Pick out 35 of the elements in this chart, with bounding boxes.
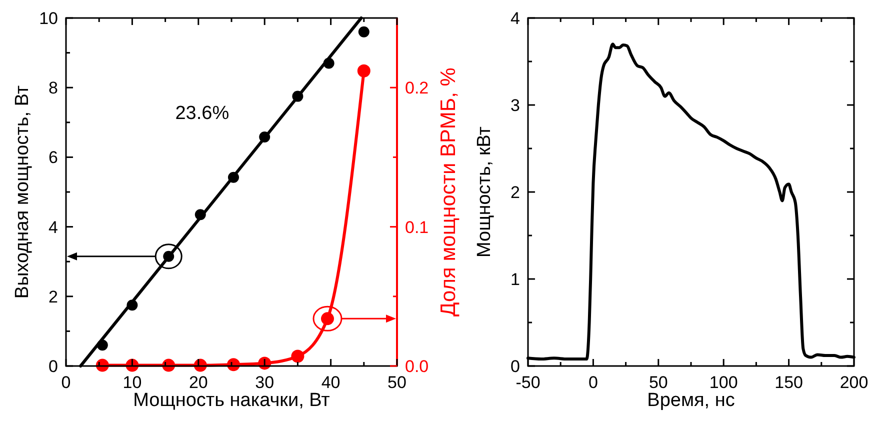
y-tick-label: 2: [510, 183, 520, 202]
x-tick-label: 50: [388, 373, 406, 392]
y-tick-label: 10: [39, 9, 58, 28]
x-tick-label: 10: [122, 373, 142, 392]
x-tick-label: 200: [840, 373, 868, 392]
x-tick-label: 50: [648, 373, 668, 392]
y-tick-label: 4: [510, 9, 520, 28]
y2-tick-label: 0.2: [405, 78, 429, 98]
y-tick-label: 4: [48, 218, 58, 237]
x-tick-label: 150: [774, 373, 803, 392]
x-tick-label: 20: [188, 373, 208, 392]
point: [291, 350, 304, 363]
y2-tick-label: 0.1: [405, 218, 429, 237]
y-tick-label: 0: [510, 357, 520, 376]
y-tick-label: 6: [48, 148, 58, 168]
y2-tick-label: 0.0: [405, 357, 429, 376]
x-tick-label: 0: [588, 373, 598, 392]
x-tick-label: 0: [61, 373, 71, 392]
x-tick-label: 30: [255, 373, 274, 392]
y-axis-title: Мощность, кВт: [474, 126, 495, 258]
x-axis-title: Время, нс: [647, 390, 735, 411]
point: [357, 64, 370, 78]
y-tick-label: 3: [510, 96, 520, 115]
x-tick-label: -50: [516, 373, 540, 392]
annotation: 23.6%: [175, 102, 230, 124]
y-tick-label: 0: [48, 357, 58, 376]
y-tick-label: 2: [48, 287, 58, 306]
y-axis-title: Выходная мощность, Вт: [12, 85, 33, 299]
x-tick-label: 100: [709, 373, 738, 392]
y-tick-label: 1: [510, 270, 520, 289]
y2-axis-title: Доля мощности ВРМБ, %: [437, 68, 460, 316]
x-tick-label: 40: [321, 373, 340, 392]
y-tick-label: 8: [48, 78, 58, 98]
point: [358, 26, 370, 38]
x-axis-title: Мощность накачки, Вт: [133, 390, 330, 411]
